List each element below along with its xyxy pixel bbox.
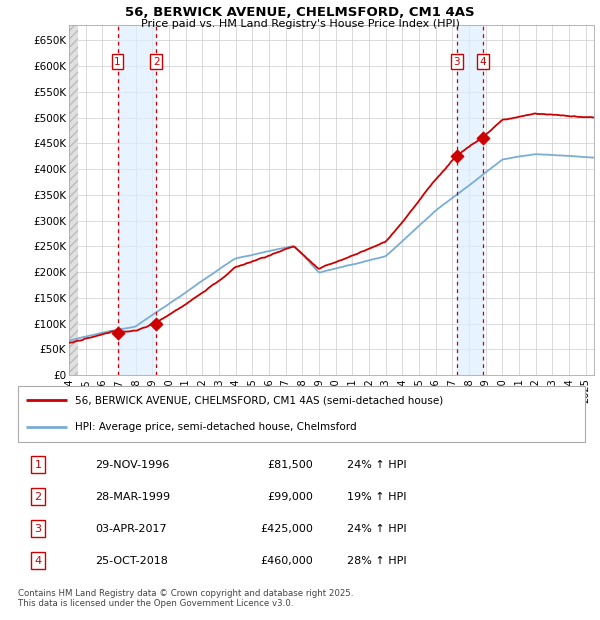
Text: 24% ↑ HPI: 24% ↑ HPI — [347, 459, 407, 469]
Text: 2: 2 — [153, 56, 160, 66]
Point — [113, 328, 122, 338]
Text: 28% ↑ HPI: 28% ↑ HPI — [347, 556, 407, 566]
Text: 29-NOV-1996: 29-NOV-1996 — [95, 459, 170, 469]
Text: 56, BERWICK AVENUE, CHELMSFORD, CM1 4AS: 56, BERWICK AVENUE, CHELMSFORD, CM1 4AS — [125, 6, 475, 19]
Text: 4: 4 — [479, 56, 486, 66]
Point — [152, 319, 161, 329]
Text: 1: 1 — [114, 56, 121, 66]
Text: 3: 3 — [454, 56, 460, 66]
Bar — [69, 25, 78, 375]
Text: 2: 2 — [34, 492, 41, 502]
Text: 25-OCT-2018: 25-OCT-2018 — [95, 556, 168, 566]
Point — [478, 133, 487, 143]
Text: £99,000: £99,000 — [267, 492, 313, 502]
Text: 4: 4 — [34, 556, 41, 566]
Text: Price paid vs. HM Land Registry's House Price Index (HPI): Price paid vs. HM Land Registry's House … — [140, 19, 460, 29]
Text: 3: 3 — [34, 524, 41, 534]
Text: 03-APR-2017: 03-APR-2017 — [95, 524, 167, 534]
Text: 19% ↑ HPI: 19% ↑ HPI — [347, 492, 407, 502]
Text: HPI: Average price, semi-detached house, Chelmsford: HPI: Average price, semi-detached house,… — [75, 422, 357, 432]
FancyBboxPatch shape — [18, 386, 585, 441]
Text: 56, BERWICK AVENUE, CHELMSFORD, CM1 4AS (semi-detached house): 56, BERWICK AVENUE, CHELMSFORD, CM1 4AS … — [75, 396, 443, 405]
Text: 28-MAR-1999: 28-MAR-1999 — [95, 492, 170, 502]
Text: 24% ↑ HPI: 24% ↑ HPI — [347, 524, 407, 534]
Text: Contains HM Land Registry data © Crown copyright and database right 2025.
This d: Contains HM Land Registry data © Crown c… — [18, 589, 353, 608]
Text: 1: 1 — [34, 459, 41, 469]
Point — [452, 151, 461, 161]
Text: £460,000: £460,000 — [260, 556, 313, 566]
Text: £425,000: £425,000 — [260, 524, 313, 534]
Bar — [457, 25, 482, 375]
Bar — [118, 25, 157, 375]
Text: £81,500: £81,500 — [267, 459, 313, 469]
